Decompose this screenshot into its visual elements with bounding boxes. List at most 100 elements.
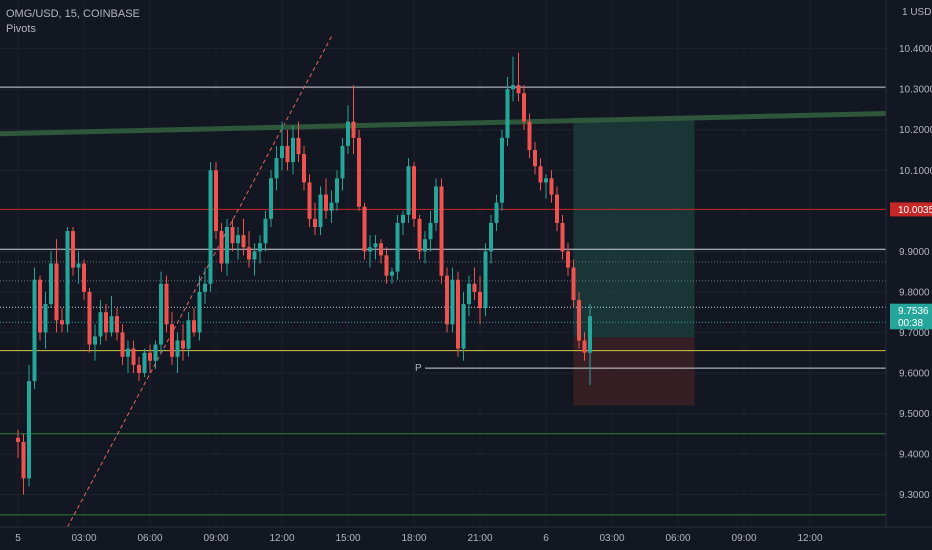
candle-body [87, 291, 92, 345]
y-tick-label: 9.7000 [899, 328, 930, 339]
candle-body [500, 137, 504, 203]
candle [555, 186, 559, 232]
candle [175, 332, 180, 373]
candle-body [38, 279, 42, 333]
candle-body [93, 336, 97, 345]
plot-area: P [0, 36, 886, 527]
candle-body [181, 340, 185, 349]
candle-body [263, 218, 268, 244]
candle [566, 243, 570, 276]
currency-label: 1 USD 0 [902, 7, 932, 18]
y-tick-label: 9.8000 [899, 287, 930, 298]
x-tick-label: 21:00 [467, 533, 492, 544]
price-tag-label: 9.7536 [898, 306, 929, 317]
candle [395, 214, 400, 280]
candle [120, 324, 125, 365]
candle [280, 121, 284, 171]
indicator-name: Pivots [6, 23, 36, 35]
candle [21, 433, 26, 495]
candle [505, 77, 510, 146]
candle-body [159, 283, 163, 345]
candle-body [98, 312, 103, 337]
candle [318, 186, 323, 236]
candle-body [247, 247, 251, 260]
candle-body [423, 239, 427, 252]
price-tag-label: 10.0035 [898, 205, 932, 216]
candle-body [588, 316, 592, 353]
price-tag [890, 315, 932, 330]
candle [406, 158, 411, 223]
symbol-title: OMG/USD, 15, COINBASE [6, 8, 140, 20]
candle [203, 267, 207, 305]
candle [258, 235, 262, 264]
candle-body [390, 271, 394, 276]
x-tick-label: 18:00 [401, 533, 426, 544]
candle [170, 312, 174, 365]
candle [247, 231, 251, 268]
candle-body [291, 137, 295, 163]
candle-body [296, 137, 301, 155]
candle [115, 308, 119, 341]
candle [32, 267, 37, 390]
candle [296, 121, 301, 163]
candle-body [494, 202, 499, 223]
candle-body [252, 251, 257, 260]
candle-body [241, 235, 246, 248]
candle [533, 141, 537, 175]
candle-body [43, 304, 48, 333]
candle-body [335, 178, 339, 203]
candle [390, 267, 394, 284]
candle-body [318, 194, 323, 228]
candle [307, 174, 312, 228]
candle-body [214, 170, 218, 232]
candle [65, 227, 70, 333]
candle [142, 348, 147, 378]
candle [582, 332, 587, 361]
candle [577, 291, 581, 349]
x-tick-label: 06:00 [137, 533, 162, 544]
candle [428, 210, 433, 252]
candle-body [505, 89, 510, 138]
candle-body [175, 340, 180, 357]
candle [98, 299, 103, 345]
candle-body [21, 441, 26, 479]
candle [302, 145, 306, 191]
candle [49, 251, 53, 309]
candle [500, 129, 504, 211]
candle-body [307, 182, 312, 219]
candle [93, 324, 97, 361]
candle-body [351, 121, 356, 138]
candle-body [428, 222, 433, 240]
candle [511, 56, 515, 102]
candle-body [49, 263, 53, 305]
candle-body [461, 304, 466, 349]
candle-body [208, 170, 213, 284]
candle-body [456, 279, 460, 349]
candle [263, 210, 268, 252]
candle-body [153, 344, 158, 361]
candle [137, 356, 141, 382]
candle [186, 312, 191, 357]
profit-zone [573, 117, 695, 338]
candle [384, 247, 389, 284]
candle [313, 202, 317, 236]
candle-body [582, 340, 587, 353]
candle-body [434, 186, 438, 223]
candle-body [538, 166, 543, 183]
candle-body [527, 121, 532, 150]
candle [456, 271, 460, 357]
x-tick-label: 03:00 [599, 533, 624, 544]
candle-body [566, 251, 570, 268]
candle [126, 340, 130, 373]
candle-body [186, 320, 191, 349]
candle [522, 85, 526, 130]
candle-body [417, 218, 422, 252]
y-tick-label: 10.3000 [899, 85, 932, 96]
candle-body [131, 348, 136, 365]
candle [236, 227, 240, 260]
candle [379, 239, 383, 264]
candle [82, 259, 86, 300]
candle-body [192, 320, 196, 333]
resistance-trendline [0, 111, 886, 137]
